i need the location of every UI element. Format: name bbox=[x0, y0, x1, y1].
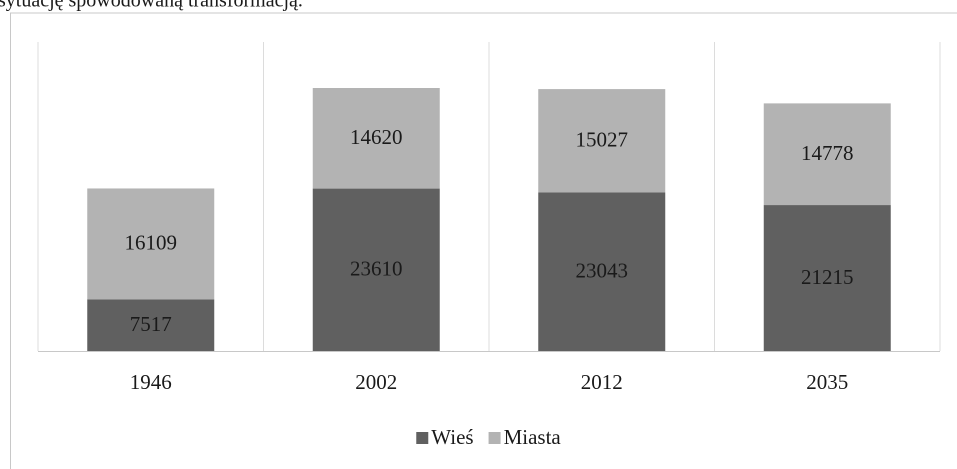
legend-swatch bbox=[416, 432, 429, 444]
legend-label: Miasta bbox=[504, 425, 562, 449]
data-label: 21215 bbox=[801, 265, 854, 289]
bar-segment bbox=[763, 103, 891, 206]
data-label: 7517 bbox=[130, 312, 172, 336]
x-tick-label: 2002 bbox=[355, 370, 397, 394]
x-tick-label: 1946 bbox=[130, 370, 172, 394]
legend-swatch bbox=[488, 432, 501, 444]
bar-segment bbox=[763, 205, 891, 351]
bar-segment bbox=[312, 188, 440, 351]
bar-segment bbox=[87, 299, 215, 351]
data-label: 14620 bbox=[350, 125, 403, 149]
bar-segment bbox=[87, 188, 215, 300]
data-label: 15027 bbox=[576, 128, 629, 152]
bar-segment bbox=[312, 88, 440, 189]
data-label: 23043 bbox=[576, 259, 629, 283]
data-label: 23610 bbox=[350, 257, 403, 281]
header-text: sytuację spowodowaną transformacją. bbox=[0, 0, 303, 12]
bar-segment bbox=[538, 89, 666, 193]
legend-label: Wieś bbox=[431, 425, 473, 449]
x-tick-label: 2035 bbox=[806, 370, 848, 394]
data-label: 14778 bbox=[801, 141, 854, 165]
bar-segment bbox=[538, 192, 666, 351]
x-tick-label: 2012 bbox=[581, 370, 623, 394]
data-label: 16109 bbox=[125, 231, 178, 255]
